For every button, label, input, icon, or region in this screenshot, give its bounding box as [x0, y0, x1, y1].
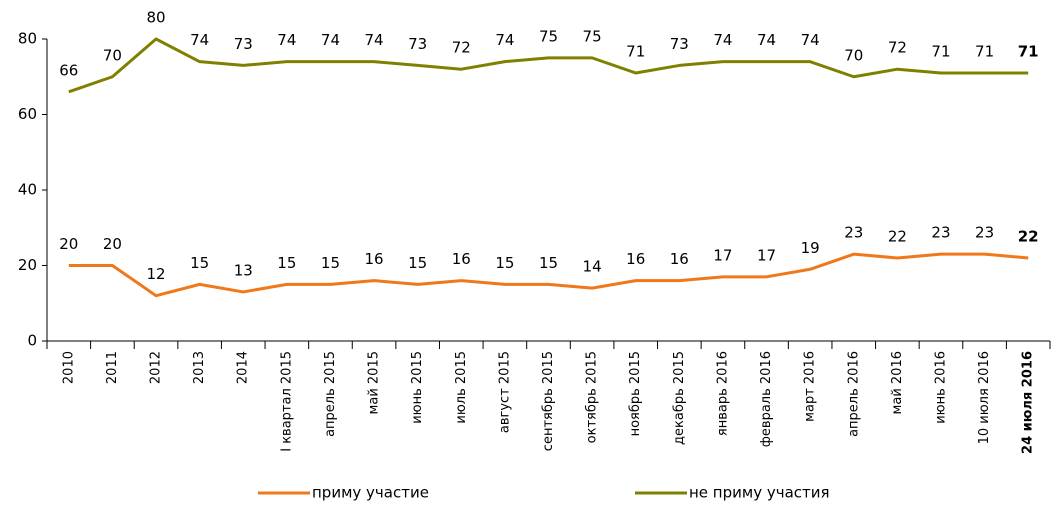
data-label: 74	[801, 31, 820, 49]
data-label: 66	[59, 61, 78, 79]
data-label: 16	[626, 250, 645, 268]
x-tick-label: сентябрь 2015	[541, 351, 556, 451]
x-tick-label: декабрь 2015	[672, 351, 687, 445]
y-tick-label: 80	[18, 30, 37, 48]
data-label: 75	[539, 27, 558, 45]
data-label: 72	[452, 39, 471, 57]
x-tick-label: апрель 2015	[323, 351, 338, 437]
x-tick-label: 2012	[149, 351, 164, 384]
legend-label: приму участие	[312, 484, 429, 502]
data-label: 74	[365, 31, 384, 49]
data-label: 74	[277, 31, 296, 49]
data-label: 19	[801, 239, 820, 257]
data-label: 16	[452, 250, 471, 268]
data-label: 17	[757, 246, 776, 264]
data-label: 74	[321, 31, 340, 49]
data-label: 71	[975, 42, 994, 60]
data-label: 15	[495, 254, 514, 272]
data-label: 23	[844, 224, 863, 242]
y-tick-label: 0	[27, 332, 37, 350]
data-label: 71	[626, 42, 645, 60]
data-label: 74	[495, 31, 514, 49]
data-label: 12	[146, 265, 165, 283]
x-tick-label: ноябрь 2015	[628, 351, 643, 436]
data-label: 71	[1018, 42, 1039, 60]
data-label: 23	[975, 224, 994, 242]
data-label: 73	[408, 35, 427, 53]
x-tick-label: апрель 2016	[846, 351, 861, 437]
x-tick-label: I квартал 2015	[279, 351, 294, 452]
data-label: 15	[408, 254, 427, 272]
data-label: 16	[670, 250, 689, 268]
data-label: 15	[190, 254, 209, 272]
data-label: 20	[59, 235, 78, 253]
x-tick-label: 2010	[61, 351, 76, 384]
legend-label: не приму участия	[689, 484, 830, 502]
x-tick-label: июнь 2015	[410, 351, 425, 424]
data-label: 15	[277, 254, 296, 272]
series-line	[68, 37, 1029, 94]
data-label: 23	[931, 224, 950, 242]
x-tick-label: май 2016	[890, 351, 905, 414]
x-tick-label: 2011	[105, 351, 120, 384]
data-label: 13	[234, 261, 253, 279]
data-label: 17	[713, 246, 732, 264]
data-label: 72	[888, 39, 907, 57]
data-label: 20	[103, 235, 122, 253]
data-label: 15	[539, 254, 558, 272]
x-tick-label: 24 июля 2016	[1021, 351, 1036, 454]
x-tick-label: 2013	[192, 351, 207, 384]
data-label: 22	[888, 227, 907, 245]
data-label: 70	[103, 46, 122, 64]
data-label: 80	[146, 9, 165, 27]
x-tick-label: январь 2016	[715, 351, 730, 436]
data-label: 75	[583, 27, 602, 45]
data-label: 15	[321, 254, 340, 272]
x-tick-label: май 2015	[367, 351, 382, 414]
data-label: 16	[365, 250, 384, 268]
y-tick-label: 40	[18, 181, 37, 199]
x-tick-label: июнь 2016	[933, 351, 948, 424]
data-label: 71	[931, 42, 950, 60]
x-tick-label: февраль 2016	[759, 351, 774, 447]
x-tick-label: август 2015	[497, 351, 512, 433]
data-label: 74	[757, 31, 776, 49]
x-tick-label: 2014	[236, 351, 251, 384]
data-label: 70	[844, 46, 863, 64]
y-tick-label: 20	[18, 256, 37, 274]
x-tick-label: октябрь 2015	[585, 351, 600, 443]
data-label: 14	[583, 258, 602, 276]
y-tick-label: 60	[18, 105, 37, 123]
x-tick-label: июль 2015	[454, 351, 469, 424]
data-label: 74	[190, 31, 209, 49]
data-label: 74	[713, 31, 732, 49]
data-label: 22	[1018, 227, 1039, 245]
data-label: 73	[234, 35, 253, 53]
x-tick-label: март 2016	[803, 351, 818, 422]
data-label: 73	[670, 35, 689, 53]
series-line	[68, 252, 1029, 298]
x-tick-label: 10 июля 2016	[977, 351, 992, 444]
